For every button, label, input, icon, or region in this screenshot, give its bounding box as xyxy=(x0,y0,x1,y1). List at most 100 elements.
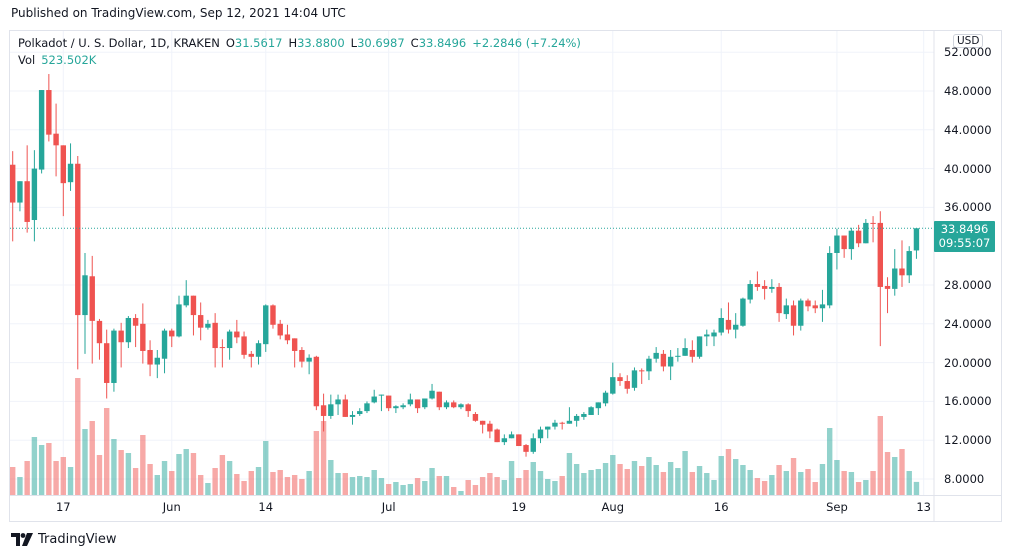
volume-bar xyxy=(205,483,211,495)
candle-body xyxy=(610,377,616,394)
volume-bar xyxy=(393,482,399,495)
volume-bar xyxy=(400,485,406,495)
footer-brand[interactable]: TradingView xyxy=(11,532,117,547)
volume-bar xyxy=(53,461,59,495)
currency-button[interactable]: USD xyxy=(953,34,984,48)
volume-bar xyxy=(501,480,508,495)
candle-body xyxy=(747,284,753,300)
volume-bar xyxy=(132,468,139,495)
volume-bar xyxy=(472,485,479,495)
candle-body xyxy=(284,334,291,341)
candle-body xyxy=(205,323,211,328)
volume-bar xyxy=(689,472,696,495)
volume-bar xyxy=(313,431,320,495)
candle-body xyxy=(602,392,609,404)
volume-bar xyxy=(248,471,254,495)
candle-body xyxy=(306,357,312,362)
change-value: +2.2846 (+7.24%) xyxy=(472,36,581,50)
candle-body xyxy=(328,404,334,416)
volume-bar xyxy=(320,421,327,495)
candle-body xyxy=(501,438,508,443)
volume-bar xyxy=(624,469,630,495)
candle-body xyxy=(436,391,442,408)
candle-body xyxy=(530,438,536,452)
volume-bar xyxy=(190,453,197,495)
candle-body xyxy=(443,402,450,408)
volume-bar xyxy=(783,471,790,495)
volume-bar xyxy=(769,475,775,495)
volume-bar xyxy=(17,477,23,495)
candle-body xyxy=(899,268,905,276)
candle-body xyxy=(545,426,551,430)
candle-body xyxy=(472,414,479,421)
candle-body xyxy=(667,356,674,367)
volume-bar xyxy=(660,472,667,495)
candle-body xyxy=(783,305,790,315)
volume-bar xyxy=(161,461,168,495)
candle-body xyxy=(754,284,761,287)
volume-bar xyxy=(378,478,385,495)
high-value: 33.8800 xyxy=(297,36,345,50)
volume-bar xyxy=(733,459,739,495)
volume-bar xyxy=(465,480,471,495)
candle-body xyxy=(458,404,464,408)
candle-body xyxy=(884,285,891,289)
candle-body xyxy=(255,343,262,357)
volume-bar xyxy=(291,475,298,495)
candle-body xyxy=(848,230,855,250)
candle-body xyxy=(494,429,500,443)
volume-bar xyxy=(704,473,710,495)
candle-body xyxy=(132,317,139,326)
volume-bar xyxy=(588,470,594,495)
volume-bar xyxy=(776,465,782,495)
volume-bar xyxy=(169,471,175,495)
candle-body xyxy=(111,330,117,383)
candle-body xyxy=(761,285,768,289)
volume-bar xyxy=(241,481,247,495)
candle-body xyxy=(226,331,233,349)
open-label: O xyxy=(225,36,235,50)
candle-body xyxy=(617,377,623,382)
time-tick-label: Jun xyxy=(162,500,181,514)
volume-bar xyxy=(328,460,334,495)
volume-bar xyxy=(617,464,623,495)
candle-body xyxy=(429,390,435,399)
volume-bar xyxy=(118,450,124,495)
volume-bar xyxy=(183,449,189,495)
open-value: 31.5617 xyxy=(234,36,283,50)
candle-body xyxy=(523,445,529,452)
candle-body xyxy=(219,347,226,349)
candle-body xyxy=(241,336,247,355)
candle-body xyxy=(364,403,370,412)
volume-bar xyxy=(906,471,912,495)
candle-body xyxy=(422,398,428,408)
candle-body xyxy=(197,315,204,328)
volume-bar xyxy=(140,435,146,495)
volume-bar xyxy=(263,441,269,495)
candle-body xyxy=(176,304,182,337)
low-label: L xyxy=(350,36,358,50)
candle-body xyxy=(812,305,818,309)
volume-bar xyxy=(602,463,609,495)
candle-body xyxy=(400,405,406,408)
candle-body xyxy=(183,295,189,306)
candle-body xyxy=(335,399,341,405)
candle-body xyxy=(537,429,544,439)
time-tick-label: Sep xyxy=(826,500,848,514)
symbol-title[interactable]: Polkadot / U. S. Dollar, 1D, KRAKEN xyxy=(18,36,220,50)
volume-bar xyxy=(552,481,558,495)
candle-body xyxy=(487,423,493,432)
candle-body xyxy=(516,434,522,447)
price-tick-label: 28.0000 xyxy=(944,278,992,292)
candle-body xyxy=(53,133,59,146)
volume-bar xyxy=(566,453,573,495)
candle-body xyxy=(624,381,630,389)
volume-bar xyxy=(226,461,233,495)
candle-body xyxy=(320,405,327,416)
candle-body xyxy=(10,164,16,203)
candle-body xyxy=(646,358,652,372)
candle-body xyxy=(776,286,782,314)
candle-body xyxy=(96,320,103,344)
price-tick-label: 12.0000 xyxy=(944,433,992,448)
